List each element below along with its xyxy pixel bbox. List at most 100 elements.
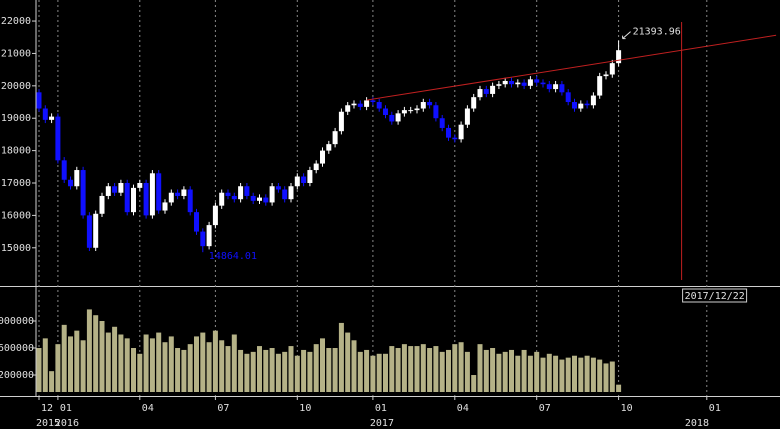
candle-body	[553, 84, 559, 90]
volume-bar	[231, 334, 237, 392]
volume-bar	[383, 353, 388, 392]
candle-body	[364, 100, 370, 107]
volume-bar	[446, 349, 451, 392]
volume-bar	[250, 351, 256, 392]
volume-bar	[257, 346, 262, 392]
volume-bar	[206, 342, 212, 392]
candle-body	[307, 170, 313, 184]
volume-bar	[357, 351, 363, 392]
volume-bar	[99, 320, 105, 392]
candle-body	[332, 131, 338, 145]
volume-bar	[616, 384, 622, 392]
volume-bar	[515, 355, 521, 392]
low-label: 14864.01	[209, 251, 257, 262]
y-tick-label: 20000	[1, 81, 31, 92]
candle-body	[389, 114, 395, 122]
candle-body	[168, 192, 174, 203]
candle-body	[414, 108, 420, 111]
volume-y-tick-label: 600000	[0, 343, 34, 354]
volume-bar	[351, 340, 357, 392]
volume-bar	[168, 336, 174, 392]
candle-body	[370, 100, 376, 103]
candle-body	[212, 205, 218, 226]
volume-bar	[553, 355, 559, 392]
candle-body	[313, 163, 319, 171]
volume-bar	[93, 315, 99, 392]
candle-body	[99, 195, 105, 214]
volume-bar	[301, 349, 307, 392]
volume-bar	[439, 351, 445, 392]
volume-bar	[49, 371, 55, 392]
candle-body	[609, 63, 615, 75]
volume-bar	[509, 349, 514, 392]
candle-body	[288, 186, 294, 200]
volume-bar	[42, 338, 48, 392]
candle-body	[446, 127, 451, 138]
volume-bar	[143, 334, 149, 392]
volume-bar	[326, 348, 332, 392]
volume-bar	[80, 340, 86, 392]
candle-body	[559, 84, 565, 93]
candle-body	[534, 79, 540, 83]
volume-bar	[414, 346, 420, 392]
cursor-label: 2017/12/22	[685, 291, 745, 302]
candle-body	[124, 183, 130, 213]
candle-body	[471, 97, 477, 109]
volume-bar	[219, 340, 225, 392]
candle-body	[401, 110, 407, 114]
volume-bar	[603, 363, 609, 392]
volume-bar	[294, 355, 300, 392]
volume-bar	[527, 355, 533, 392]
volume-bar	[565, 357, 571, 392]
candle-body	[49, 116, 55, 120]
volume-bar	[345, 332, 351, 392]
candle-body	[269, 186, 275, 203]
candle-body	[74, 170, 80, 187]
candle-body	[452, 137, 458, 140]
volume-bar	[307, 351, 313, 392]
volume-bar	[61, 324, 67, 392]
y-tick-label: 22000	[1, 16, 31, 27]
volume-bar	[200, 332, 206, 392]
x-tick-label: 07	[217, 403, 229, 414]
volume-bar	[74, 330, 80, 392]
volume-bar	[452, 344, 458, 392]
volume-bar	[36, 348, 42, 392]
candle-body	[590, 95, 596, 106]
volume-bar	[332, 348, 338, 392]
x-tick-label: 04	[142, 403, 154, 414]
candle-body	[294, 176, 300, 187]
candle-body	[118, 183, 124, 193]
candle-body	[515, 82, 521, 85]
candle-body	[131, 187, 136, 213]
volume-bar	[471, 375, 477, 392]
volume-bar	[477, 344, 483, 392]
candle-body	[439, 118, 445, 128]
y-tick-label: 18000	[1, 146, 31, 157]
candle-body	[68, 179, 73, 187]
candle-body	[143, 183, 149, 216]
x-tick-label: 10	[621, 403, 633, 414]
candle-body	[105, 186, 111, 196]
volume-bar	[162, 342, 168, 392]
candle-body	[326, 144, 332, 151]
volume-bar	[212, 330, 218, 392]
x-tick-label: 01	[709, 403, 721, 414]
candle-body	[219, 192, 225, 206]
volume-bar	[433, 346, 439, 392]
candle-body	[282, 189, 288, 200]
high-label: 21393.96	[633, 27, 681, 38]
candle-body	[86, 215, 92, 248]
volume-bar	[483, 349, 489, 392]
candle-body	[597, 76, 603, 96]
candle-body	[225, 192, 231, 196]
candle-body	[206, 225, 212, 247]
candle-body	[483, 89, 489, 94]
volume-bar	[131, 348, 136, 392]
volume-bar	[540, 357, 546, 392]
volume-bar	[137, 353, 143, 392]
x-tick-label: 10	[299, 403, 311, 414]
candle-body	[244, 186, 250, 196]
candle-body	[420, 102, 426, 109]
